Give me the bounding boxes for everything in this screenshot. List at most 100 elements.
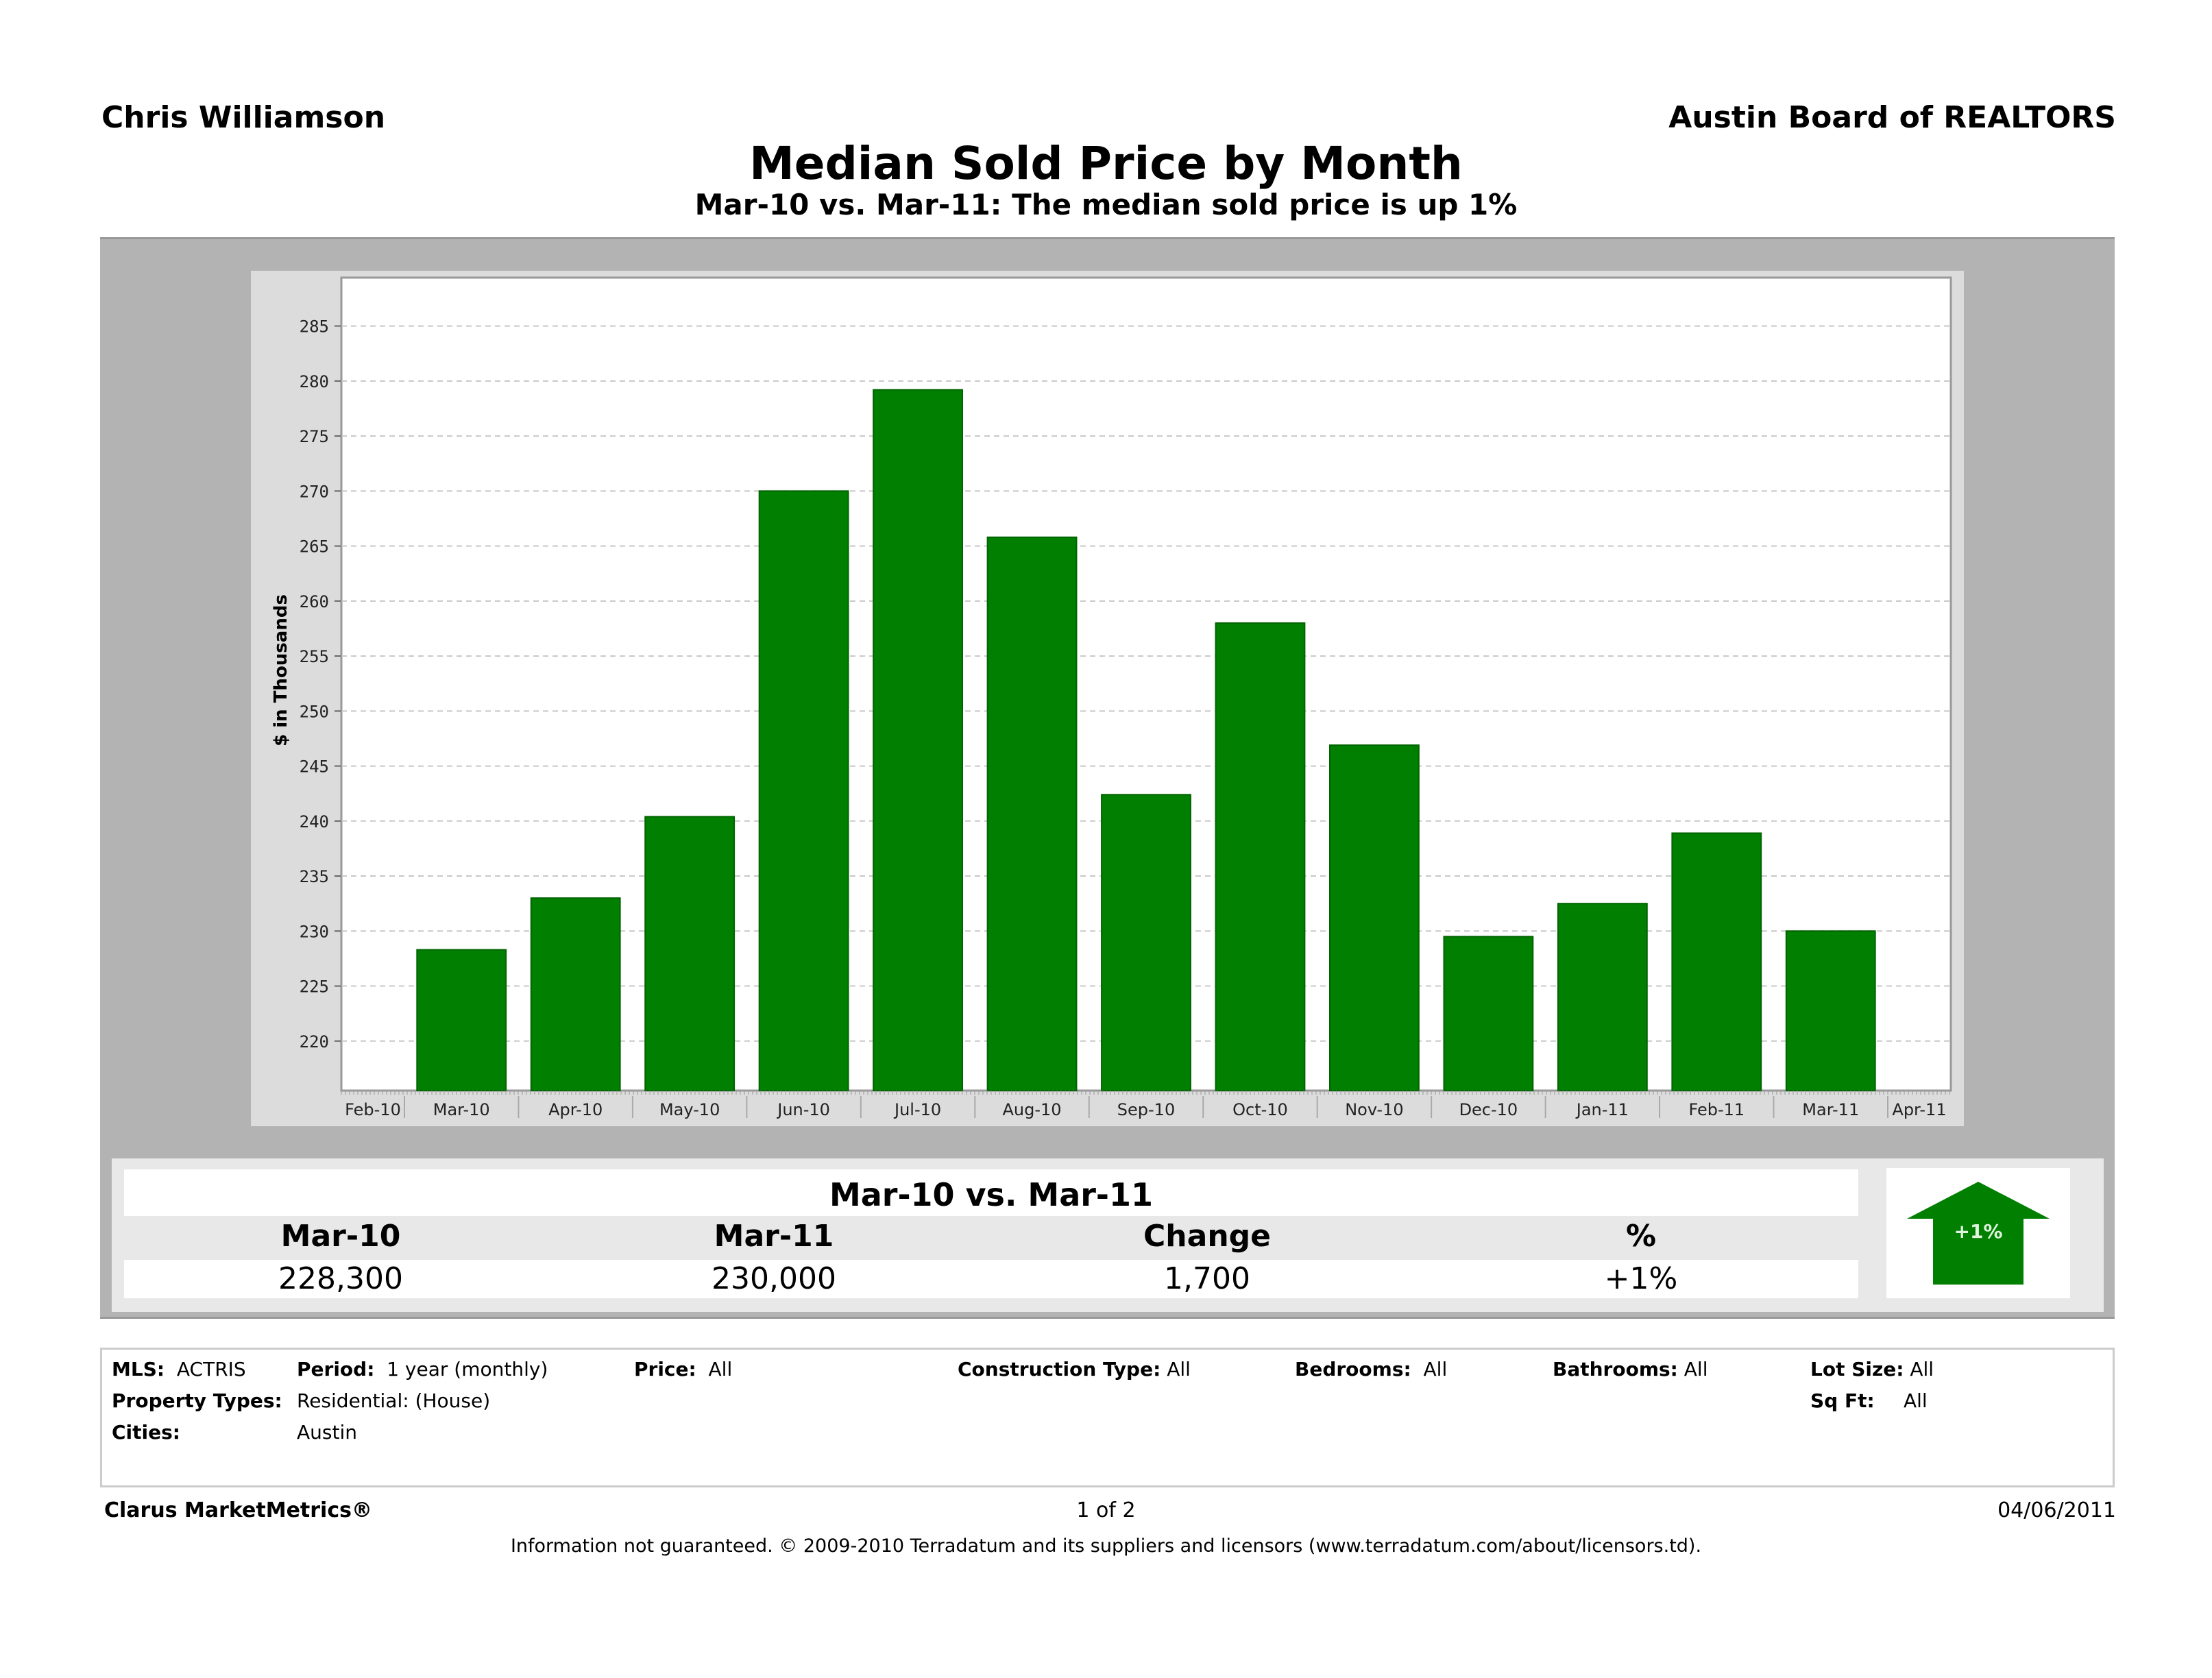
- value-mar-10: 228,300: [278, 1261, 403, 1296]
- construction-value: All: [1167, 1358, 1191, 1381]
- criteria-period: Period: 1 year (monthly): [297, 1358, 548, 1381]
- y-tick-label: 220: [300, 1032, 329, 1051]
- lotsize-value: All: [1910, 1358, 1934, 1381]
- y-tick-label: 260: [300, 592, 329, 611]
- criteria-box: MLS: ACTRIS Period: 1 year (monthly) Pri…: [100, 1348, 2115, 1487]
- y-axis-ticks: 220 225 230 235 240 245 250 255 260 265 270 275 280 2…: [300, 317, 341, 1051]
- bar-jul-10: [873, 389, 963, 1091]
- up-arrow-icon: +1%: [1907, 1182, 2050, 1285]
- arrow-label: +1%: [1954, 1220, 2003, 1243]
- period-value: 1 year (monthly): [387, 1358, 548, 1381]
- x-tick-label: Mar-11: [1802, 1100, 1859, 1119]
- y-tick-label: 235: [300, 867, 329, 886]
- bar-may-10: [644, 816, 736, 1091]
- criteria-price: Price: All: [634, 1358, 732, 1381]
- bars: [416, 389, 1876, 1092]
- criteria-bedrooms: Bedrooms: All: [1295, 1358, 1447, 1381]
- construction-label: Construction Type:: [958, 1358, 1161, 1381]
- page-subtitle: Mar-10 vs. Mar-11: The median sold price…: [694, 188, 1518, 221]
- proptypes-value: Residential: (House): [297, 1389, 491, 1412]
- col-header-percent: %: [1625, 1219, 1657, 1254]
- x-tick-label: Aug-10: [1003, 1100, 1062, 1119]
- bar-aug-10: [986, 536, 1078, 1092]
- x-tick-label: Mar-10: [433, 1100, 490, 1119]
- bar-sep-10: [1101, 794, 1191, 1091]
- bar-apr-10: [530, 897, 621, 1092]
- bar-dec-10: [1443, 936, 1534, 1091]
- bedrooms-value: All: [1423, 1358, 1448, 1381]
- bar-jun-10: [758, 490, 849, 1092]
- cities-value: Austin: [297, 1421, 357, 1444]
- page-title: Median Sold Price by Month: [749, 137, 1463, 190]
- report-date: 04/06/2011: [1997, 1498, 2116, 1522]
- comparison-header-row: Mar-10 Mar-11 Change %: [124, 1216, 1858, 1258]
- y-tick-label: 270: [300, 482, 329, 501]
- bedrooms-label: Bedrooms:: [1295, 1358, 1411, 1381]
- period-label: Period:: [297, 1358, 375, 1381]
- x-tick-label: Apr-10: [548, 1100, 603, 1119]
- price-label: Price:: [634, 1358, 696, 1381]
- y-tick-label: 265: [300, 537, 329, 557]
- y-tick-label: 245: [300, 757, 329, 777]
- bar-nov-10: [1329, 744, 1420, 1091]
- bathrooms-value: All: [1684, 1358, 1708, 1381]
- value-percent: +1%: [1604, 1261, 1678, 1296]
- proptypes-label: Property Types:: [112, 1389, 282, 1412]
- y-tick-label: 280: [300, 372, 329, 391]
- disclaimer: Information not guaranteed. © 2009-2010 …: [510, 1535, 1702, 1557]
- x-axis-ticks: Feb-10 Mar-10 Apr-10 May-10 Jun-10 Jul-10 Aug-…: [341, 1091, 1950, 1119]
- bar-oct-10: [1215, 622, 1306, 1091]
- bar-feb-11: [1671, 832, 1762, 1091]
- mls-value: ACTRIS: [176, 1358, 246, 1381]
- col-header-change: Change: [1143, 1219, 1271, 1254]
- chart-panel: 220 225 230 235 240 245 250 255 260 265 270 275 280 2…: [251, 271, 1964, 1126]
- criteria-proptypes-label-wrap: Property Types:: [112, 1389, 282, 1412]
- page-number: 1 of 2: [1076, 1498, 1136, 1522]
- value-mar-11: 230,000: [712, 1261, 836, 1296]
- y-axis-label: $ in Thousands: [271, 594, 291, 746]
- bar-chart: 220 225 230 235 240 245 250 255 260 265 270 275 280 2…: [271, 276, 1952, 1119]
- y-tick-label: 250: [300, 702, 329, 721]
- y-tick-label: 240: [300, 812, 329, 831]
- x-tick-label: Feb-10: [345, 1100, 401, 1119]
- comparison-title-bar: Mar-10 vs. Mar-11: [124, 1169, 1858, 1216]
- sqft-value: All: [1904, 1389, 1928, 1412]
- criteria-construction: Construction Type: All: [958, 1358, 1191, 1381]
- brand-name: Clarus MarketMetrics®: [104, 1498, 372, 1522]
- lotsize-label: Lot Size:: [1810, 1358, 1904, 1381]
- criteria-mls: MLS: ACTRIS: [112, 1358, 246, 1381]
- board-name: Austin Board of REALTORS: [1668, 100, 2116, 135]
- x-tick-label: Apr-11: [1892, 1100, 1946, 1119]
- comparison-title: Mar-10 vs. Mar-11: [829, 1176, 1154, 1213]
- criteria-cities-label-wrap: Cities:: [112, 1421, 180, 1444]
- cities-label: Cities:: [112, 1421, 180, 1444]
- bar-mar-10: [416, 949, 507, 1092]
- bathrooms-label: Bathrooms:: [1553, 1358, 1678, 1381]
- y-tick-label: 275: [300, 427, 329, 446]
- y-tick-label: 230: [300, 922, 329, 941]
- x-tick-label: Jun-10: [776, 1100, 830, 1119]
- x-tick-label: Oct-10: [1232, 1100, 1288, 1119]
- y-tick-label: 285: [300, 317, 329, 337]
- x-tick-label: Nov-10: [1345, 1100, 1403, 1119]
- bar-jan-11: [1557, 903, 1648, 1092]
- comparison-value-row: 228,300 230,000 1,700 +1%: [124, 1260, 1858, 1298]
- y-tick-label: 225: [300, 977, 329, 997]
- x-tick-label: Dec-10: [1459, 1100, 1518, 1119]
- x-tick-label: May-10: [659, 1100, 720, 1119]
- x-tick-label: Jan-11: [1575, 1100, 1629, 1119]
- x-tick-label: Jul-10: [893, 1100, 941, 1119]
- y-tick-label: 255: [300, 647, 329, 666]
- col-header-mar-10: Mar-10: [280, 1219, 401, 1254]
- value-change: 1,700: [1164, 1261, 1250, 1296]
- x-tick-label: Sep-10: [1117, 1100, 1175, 1119]
- criteria-sqft-label-wrap: Sq Ft:: [1810, 1389, 1875, 1412]
- comparison-box: Mar-10 vs. Mar-11 Mar-10 Mar-11 Change %…: [112, 1158, 2104, 1312]
- x-tick-label: Feb-11: [1688, 1100, 1745, 1119]
- agent-name: Chris Williamson: [101, 100, 386, 135]
- mls-label: MLS:: [112, 1358, 165, 1381]
- change-arrow-box: +1%: [1886, 1168, 2070, 1298]
- bar-mar-11: [1785, 930, 1876, 1091]
- criteria-lotsize: Lot Size: All: [1810, 1358, 1934, 1381]
- sqft-label: Sq Ft:: [1810, 1389, 1875, 1412]
